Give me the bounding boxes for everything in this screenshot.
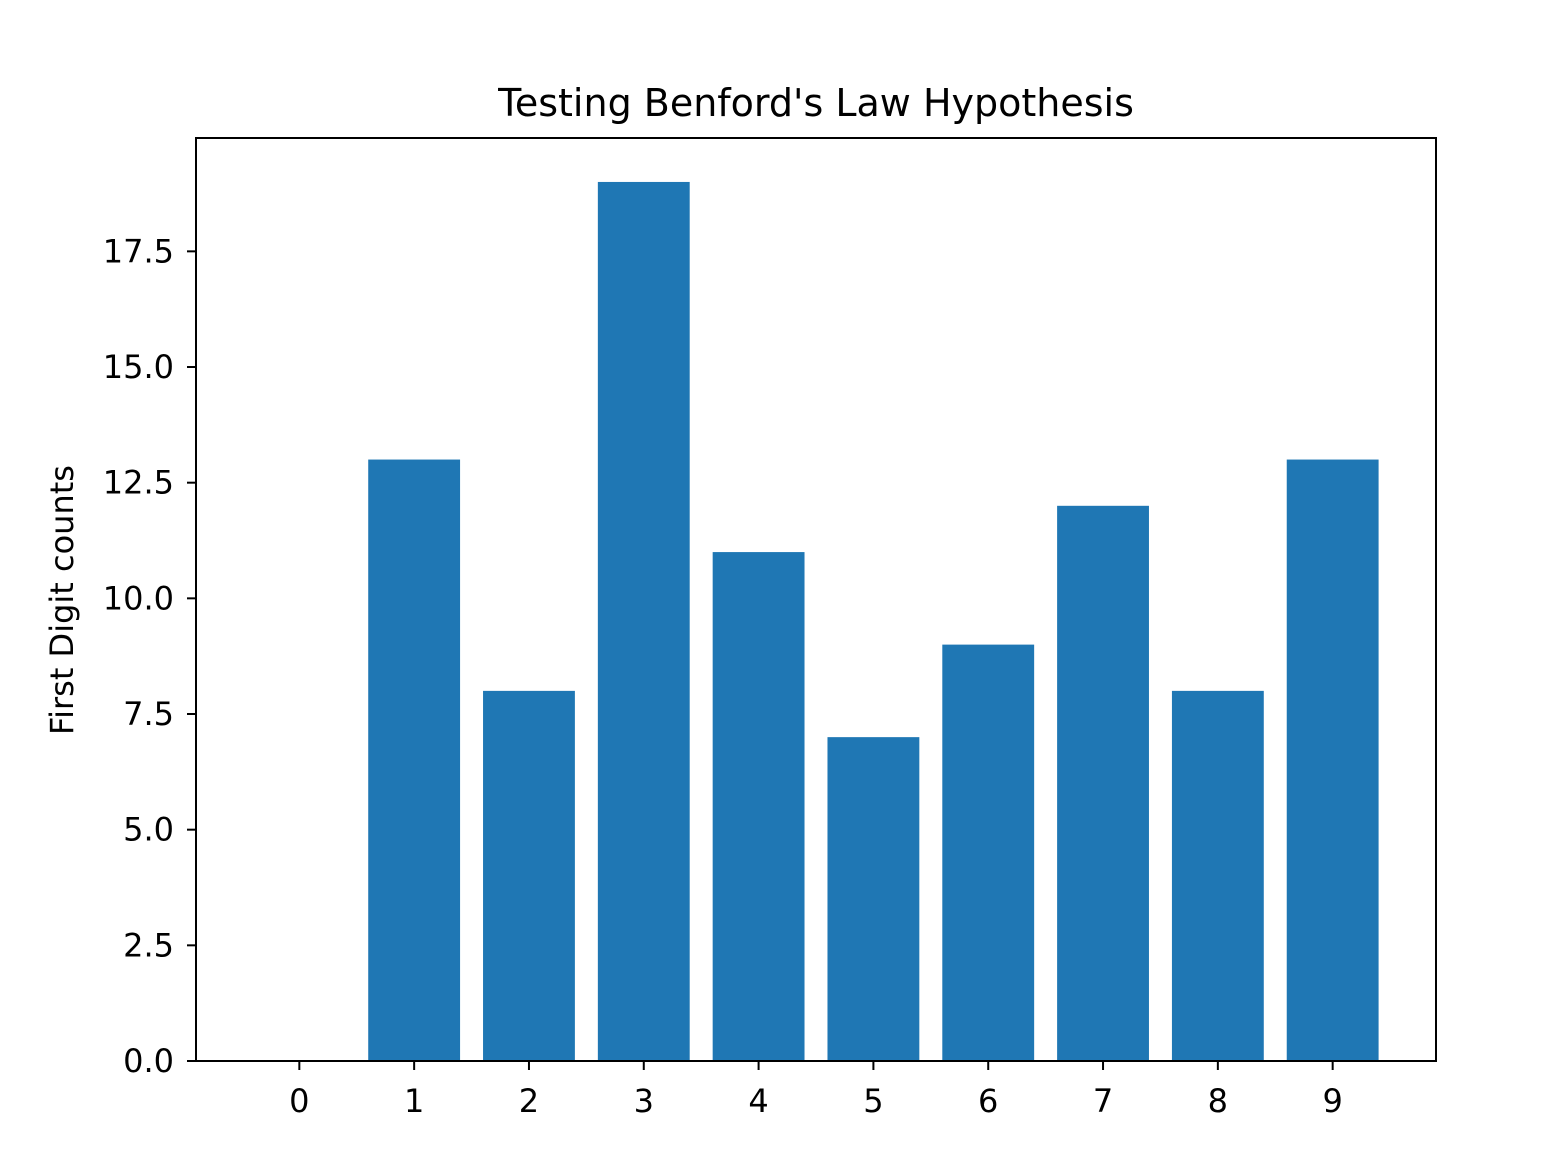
bar-1 (368, 459, 461, 1061)
bar-2 (483, 690, 575, 1061)
bars-group (368, 181, 1379, 1061)
y-axis-ticks: 0.0 2.5 5.0 7.5 10.0 12.5 15.0 17.5 (103, 232, 196, 1080)
x-tick-label: 0 (289, 1082, 309, 1120)
x-tick-label: 8 (1208, 1082, 1228, 1120)
x-tick-label: 1 (404, 1082, 424, 1120)
y-tick-label: 12.5 (103, 464, 174, 502)
x-tick-label: 9 (1322, 1082, 1342, 1120)
bar-3 (597, 181, 690, 1061)
bar-7 (1057, 505, 1149, 1061)
x-axis-ticks: 0 1 2 3 4 5 6 7 8 9 (289, 1061, 1343, 1120)
bar-6 (942, 644, 1035, 1061)
y-tick-label: 10.0 (103, 579, 174, 617)
x-tick-label: 4 (748, 1082, 768, 1120)
x-tick-label: 6 (978, 1082, 998, 1120)
x-tick-label: 2 (519, 1082, 539, 1120)
plot-area-frame (195, 137, 1437, 1062)
y-tick-label: 5.0 (123, 811, 174, 849)
chart-title: Testing Benford's Law Hypothesis (497, 81, 1134, 125)
bar-5 (827, 737, 920, 1061)
bar-8 (1171, 690, 1264, 1061)
x-tick-label: 3 (634, 1082, 654, 1120)
x-tick-label: 5 (863, 1082, 883, 1120)
y-tick-label: 17.5 (103, 232, 174, 270)
y-axis-label: First Digit counts (43, 465, 81, 735)
bar-4 (712, 552, 805, 1061)
y-tick-label: 7.5 (123, 695, 174, 733)
y-tick-label: 0.0 (123, 1042, 174, 1080)
y-tick-label: 2.5 (123, 926, 174, 964)
bar-9 (1286, 459, 1379, 1061)
x-tick-label: 7 (1093, 1082, 1113, 1120)
y-tick-label: 15.0 (103, 348, 174, 386)
